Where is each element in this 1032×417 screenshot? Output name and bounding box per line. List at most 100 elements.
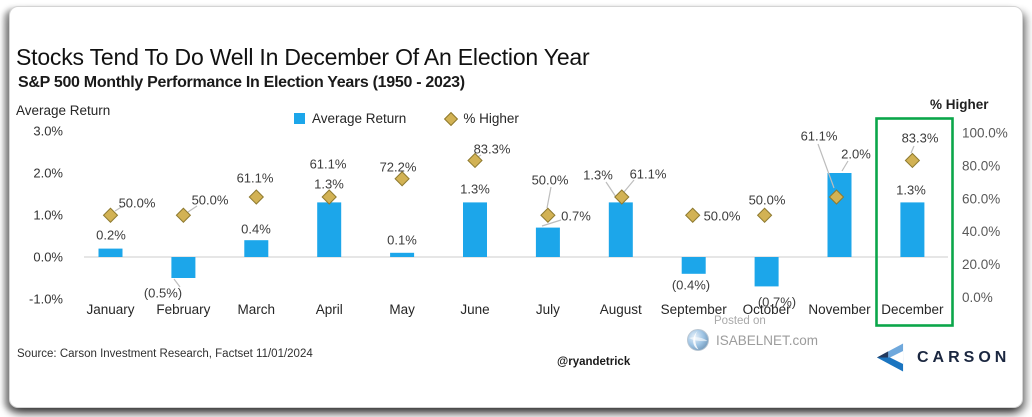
legend: Average Return % Higher — [294, 111, 519, 126]
leader-line — [841, 160, 849, 172]
chart-card — [9, 6, 1023, 408]
month-label-march: March — [238, 302, 276, 317]
chart-title: Stocks Tend To Do Well In December Of An… — [16, 44, 590, 70]
month-label-february: February — [156, 302, 210, 317]
leader-line — [187, 205, 198, 213]
carson-logo-icon — [876, 343, 904, 372]
author-handle: @ryandetrick — [557, 356, 631, 368]
bar-january — [98, 248, 123, 257]
left-axis-tick--1.0%: -1.0% — [29, 292, 63, 307]
diamond-march — [248, 189, 265, 205]
pct-label-january: 50.0% — [119, 196, 156, 211]
bar-label-december: 1.3% — [896, 183, 926, 198]
source-note: Source: Carson Investment Research, Fact… — [17, 348, 313, 360]
bar-february — [171, 257, 196, 278]
leader-line — [910, 145, 915, 154]
pct-label-march: 61.1% — [237, 171, 274, 186]
december-highlight-box — [875, 117, 954, 327]
right-axis-tick-40.0%: 40.0% — [962, 224, 1000, 239]
right-axis-tick-0.0%: 0.0% — [962, 290, 993, 305]
month-label-december: December — [881, 302, 944, 317]
legend-item-pct-higher: % Higher — [444, 111, 519, 126]
month-label-july: July — [536, 302, 560, 317]
pct-label-july: 50.0% — [532, 173, 569, 188]
month-label-september: September — [661, 302, 728, 317]
pct-label-october: 50.0% — [749, 193, 786, 208]
chart-subtitle: S&P 500 Monthly Performance In Election … — [18, 74, 465, 91]
bar-july — [535, 227, 560, 257]
pct-label-december: 83.3% — [902, 131, 939, 146]
diamond-september — [684, 207, 701, 223]
diamond-april — [321, 189, 337, 205]
leader-line — [114, 205, 124, 212]
right-axis-tick-80.0%: 80.0% — [962, 158, 1000, 173]
gold-diamond-icon — [444, 111, 459, 126]
pct-label-june: 83.3% — [474, 142, 511, 157]
bar-may — [390, 252, 415, 257]
bar-label-january: 0.2% — [96, 228, 126, 243]
diamond-november — [828, 189, 845, 205]
diamond-january — [102, 207, 119, 223]
bar-april — [317, 202, 342, 257]
bar-march — [244, 240, 269, 257]
left-axis-tick-2.0%: 2.0% — [33, 166, 63, 181]
month-label-august: August — [600, 302, 642, 317]
leader-line — [546, 186, 552, 209]
bar-label-november: 2.0% — [841, 147, 871, 162]
bar-label-may: 0.1% — [387, 233, 417, 248]
diamond-june — [467, 152, 483, 169]
right-axis-tick-20.0%: 20.0% — [962, 257, 1000, 272]
bar-october — [754, 257, 779, 287]
month-label-may: May — [389, 302, 415, 317]
pct-label-august: 61.1% — [630, 167, 667, 182]
bar-label-august: 1.3% — [583, 168, 613, 183]
month-label-october: October — [743, 302, 792, 317]
carson-logo-text: CARSON — [917, 348, 1011, 366]
pct-label-november: 61.1% — [801, 129, 838, 144]
diamond-october — [756, 207, 773, 223]
diamond-may — [394, 171, 410, 187]
bar-label-february: (0.5%) — [144, 286, 182, 301]
month-label-april: April — [316, 302, 343, 317]
watermark-posted-on: Posted on — [714, 315, 766, 327]
legend-label-pct-higher: % Higher — [463, 111, 519, 126]
bar-label-april: 1.3% — [314, 177, 344, 192]
bar-label-march: 0.4% — [241, 222, 271, 237]
diamond-december — [904, 152, 921, 169]
bar-label-june: 1.3% — [460, 182, 490, 197]
pct-label-september: 50.0% — [704, 209, 741, 224]
leader-line — [623, 179, 635, 193]
bar-label-july: 0.7% — [561, 209, 591, 224]
pct-label-april: 61.1% — [310, 157, 347, 172]
bar-september — [681, 257, 706, 274]
globe-icon — [687, 329, 709, 351]
left-axis-tick-0.0%: 0.0% — [33, 250, 63, 265]
watermark-site: ISABELNET.com — [716, 332, 819, 348]
left-axis-title: Average Return — [16, 103, 111, 118]
diamond-august — [614, 189, 630, 205]
left-axis-tick-3.0%: 3.0% — [33, 124, 63, 139]
pct-label-may: 72.2% — [380, 160, 417, 175]
month-label-january: January — [86, 302, 134, 317]
carson-logo: CARSON — [876, 342, 1010, 373]
right-axis-title: % Higher — [930, 97, 989, 112]
right-axis-tick-100.0%: 100.0% — [962, 126, 1008, 141]
month-label-june: June — [460, 302, 489, 317]
watermark: Posted on ISABELNET.com — [686, 315, 818, 352]
diamond-february — [175, 207, 192, 223]
leader-line — [173, 278, 181, 288]
month-label-november: November — [808, 302, 871, 317]
bar-june — [463, 202, 487, 257]
bar-label-september: (0.4%) — [672, 278, 710, 293]
legend-item-average-return: Average Return — [294, 111, 406, 126]
bar-november — [827, 173, 852, 257]
blue-square-icon — [294, 113, 305, 124]
bar-august — [608, 202, 633, 257]
pct-label-february: 50.0% — [192, 193, 229, 208]
leader-line — [817, 143, 835, 189]
legend-label-average-return: Average Return — [312, 111, 407, 126]
right-axis-tick-60.0%: 60.0% — [962, 191, 1000, 206]
leader-line — [541, 219, 562, 227]
